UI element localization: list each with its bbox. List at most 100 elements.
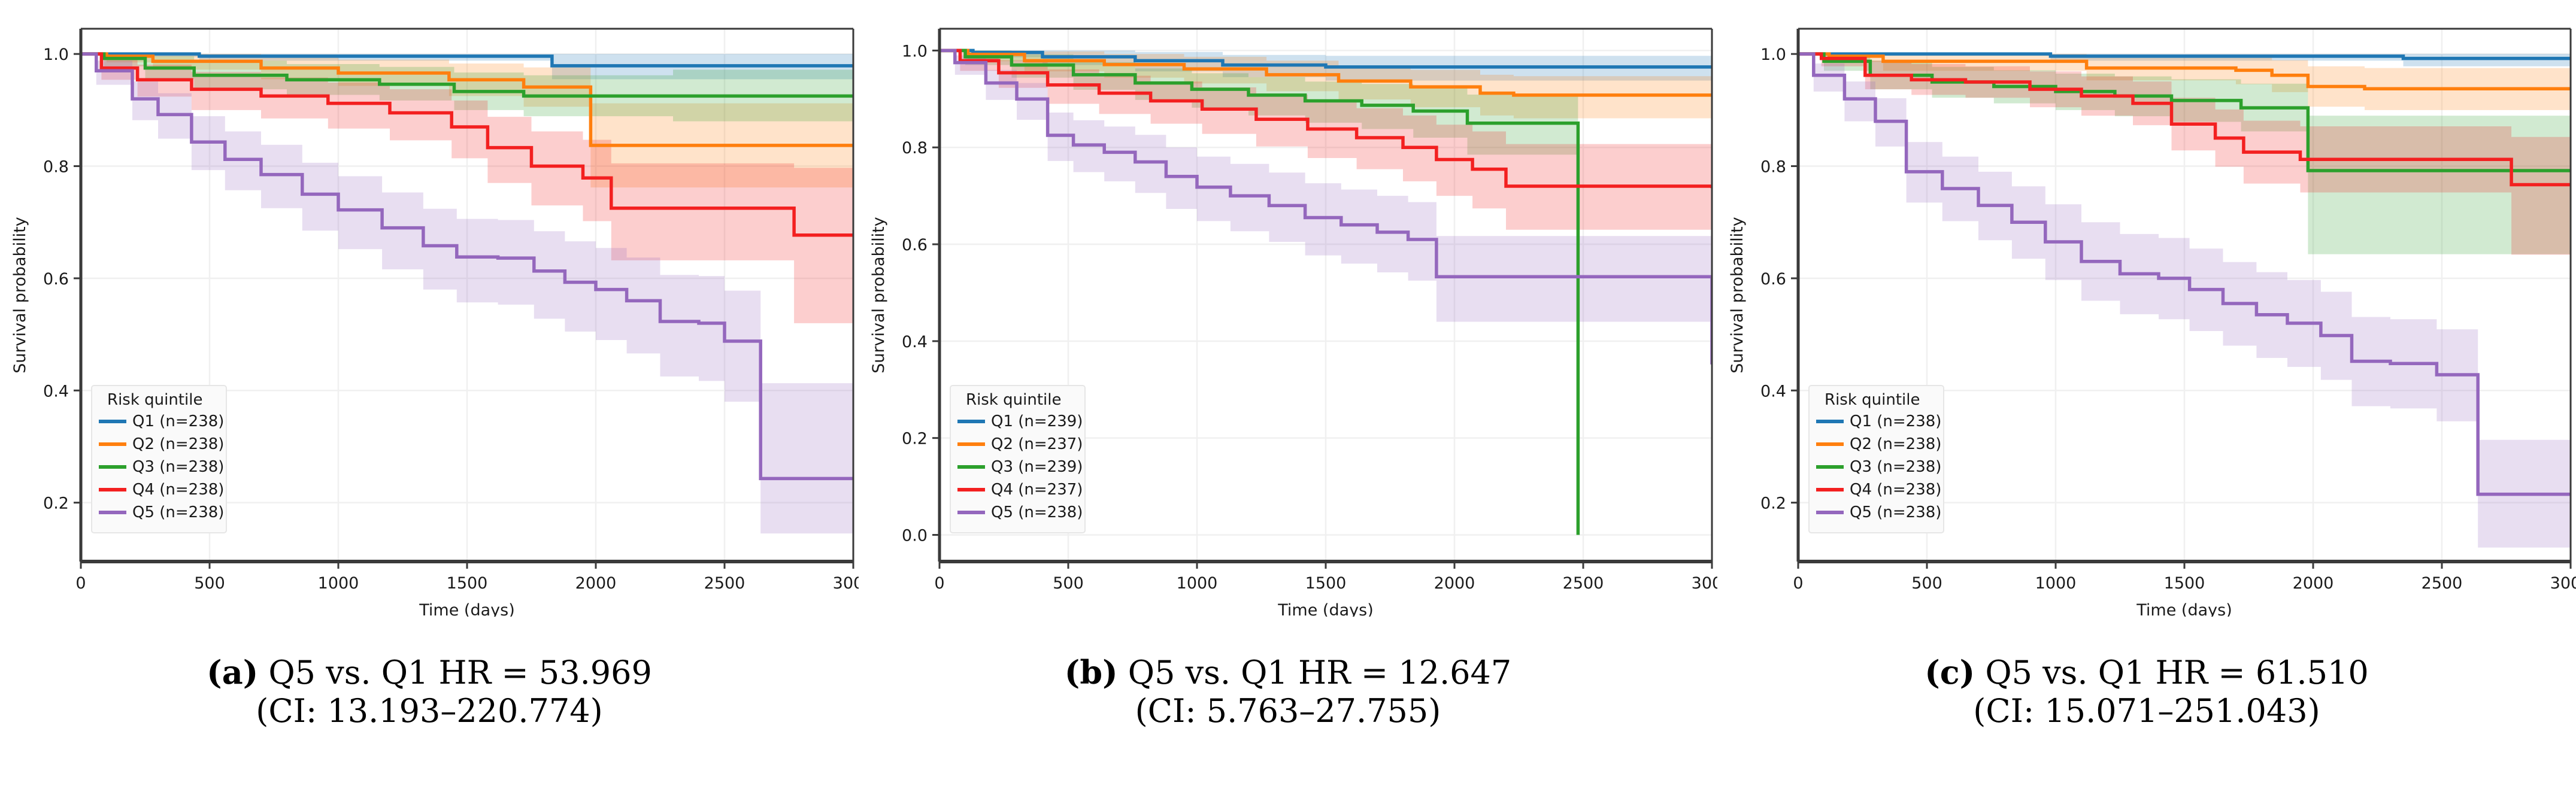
caption-row: (a) Q5 vs. Q1 HR = 53.969 (CI: 13.193–22…: [0, 617, 2576, 795]
clip-right: [854, 0, 859, 617]
panel-clinical: KM by predicted-risk quintiles: clinical…: [0, 0, 859, 617]
xtick-label: 500: [1911, 574, 1942, 593]
legend-title: Risk quintile: [1825, 391, 1920, 409]
legend: Risk quintile Q1 (n=238) Q2 (n=238) Q3 (n=2…: [91, 385, 227, 533]
xtick-label: 2000: [2293, 574, 2334, 593]
caption-c-label: (c): [1925, 653, 1975, 691]
legend-label-q5: Q5 (n=238): [991, 503, 1083, 521]
curve-q4: [1798, 52, 2571, 187]
ytick-label: 1.0: [1760, 45, 1786, 64]
ytick-label: 0.4: [902, 333, 928, 351]
xtick-label: 2500: [1563, 574, 1604, 593]
ytick-label: 0.4: [43, 382, 69, 400]
ci-band-q3: [81, 54, 853, 122]
caption-c: (c) Q5 vs. Q1 HR = 61.510 (CI: 15.071–25…: [1717, 617, 2576, 795]
xtick-label: 500: [1053, 574, 1084, 593]
clip-left: [0, 0, 81, 617]
clip-top: [859, 0, 1717, 29]
xtick-label: 2500: [2422, 574, 2463, 593]
curve-q4: [940, 48, 1714, 189]
clip-right: [1713, 0, 1717, 617]
ytick-label: 0.2: [1760, 494, 1786, 513]
ci-band-q1: [81, 54, 853, 87]
panel-row: KM by predicted-risk quintiles: clinical…: [0, 0, 2576, 617]
legend-title: Risk quintile: [966, 391, 1061, 409]
ci-band-q3: [1798, 54, 2571, 309]
caption-b-line1: (b) Q5 vs. Q1 HR = 12.647: [1064, 653, 1512, 692]
ci-band-q2: [1798, 54, 2571, 110]
legend: Risk quintile Q1 (n=238) Q2 (n=238) Q3 (n=2…: [1808, 385, 1944, 533]
legend-label-q1: Q1 (n=238): [132, 412, 224, 430]
xtick-label: 0: [75, 574, 86, 593]
curve-q4: [81, 52, 853, 237]
ytick-label: 0.0: [902, 527, 928, 545]
y-axis-label: Survival probability: [1728, 217, 1747, 374]
ytick-label: 0.4: [1760, 382, 1786, 400]
caption-b: (b) Q5 vs. Q1 HR = 12.647 (CI: 5.763–27.…: [859, 617, 1717, 795]
xtick-label: 500: [194, 574, 225, 593]
caption-b-text: Q5 vs. Q1 HR = 12.647: [1117, 654, 1512, 691]
panel-peptide: KM by predicted-risk quintiles: peptide …: [859, 0, 1717, 617]
xtick-label: 1500: [447, 574, 488, 593]
caption-c-line2: (CI: 15.071–251.043): [1973, 691, 2320, 730]
y-axis-label: Survival probability: [11, 217, 29, 374]
legend-label-q3: Q3 (n=238): [1850, 458, 1941, 476]
clip-bottom: [0, 562, 859, 617]
caption-a-line2: (CI: 13.193–220.774): [256, 691, 603, 730]
curve-q5: [81, 52, 853, 481]
clip-top: [0, 0, 859, 29]
ci-band-q4: [81, 54, 853, 323]
clip-bottom: [1717, 562, 2576, 617]
caption-a-text: Q5 vs. Q1 HR = 53.969: [258, 654, 652, 691]
curve-q5: [1798, 52, 2571, 496]
xtick-label: 1000: [2035, 574, 2077, 593]
ytick-label: 1.0: [43, 45, 69, 64]
ci-band-q4: [940, 50, 1712, 259]
legend-label-q5: Q5 (n=238): [1850, 503, 1941, 521]
ytick-label: 0.6: [1760, 270, 1786, 289]
legend-label-q3: Q3 (n=238): [132, 458, 224, 476]
clip-left: [1717, 0, 1798, 617]
caption-c-text: Q5 vs. Q1 HR = 61.510: [1975, 654, 2369, 691]
curve-q1: [81, 52, 853, 68]
xtick-label: 1000: [1177, 574, 1218, 593]
ytick-label: 0.8: [902, 139, 928, 157]
xtick-label: 1500: [1305, 574, 1347, 593]
xtick-label: 0: [934, 574, 944, 593]
caption-a-label: (a): [207, 653, 259, 691]
ytick-label: 0.2: [43, 494, 69, 513]
ci-band-q2: [81, 54, 853, 285]
curve-q3: [81, 52, 853, 98]
legend-label-q1: Q1 (n=238): [1850, 412, 1941, 430]
curve-q2: [81, 52, 853, 147]
xtick-label: 2000: [1434, 574, 1475, 593]
clip-left: [859, 0, 940, 617]
x-axis-label: Time (days): [419, 601, 514, 617]
legend-label-q2: Q2 (n=237): [991, 435, 1083, 453]
panel-combined: KM by predicted-risk quintiles: combined…: [1717, 0, 2576, 617]
legend-label-q2: Q2 (n=238): [1850, 435, 1941, 453]
legend: Risk quintile Q1 (n=239) Q2 (n=237) Q3 (n=2…: [950, 385, 1086, 533]
caption-a: (a) Q5 vs. Q1 HR = 53.969 (CI: 13.193–22…: [0, 617, 859, 795]
legend-label-q4: Q4 (n=238): [132, 481, 224, 499]
curve-q1: [1798, 52, 2571, 60]
curve-q1: [940, 48, 1712, 69]
curve-q3: [940, 48, 1580, 535]
ytick-label: 0.8: [1760, 158, 1786, 177]
legend-title: Risk quintile: [107, 391, 202, 409]
caption-b-label: (b): [1064, 653, 1118, 691]
clip-right: [2571, 0, 2576, 617]
ytick-label: 0.6: [43, 270, 69, 289]
survival-curves: [1798, 52, 2571, 496]
xtick-label: 1000: [318, 574, 359, 593]
